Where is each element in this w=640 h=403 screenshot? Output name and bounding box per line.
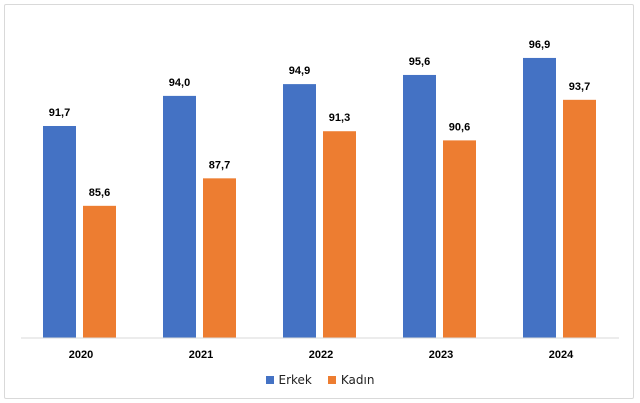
legend-label-kadin: Kadın	[340, 373, 375, 387]
data-labels-group: 91,7 85,6 94,0 87,7 94,9 91,3 95,6 90,6 96,9 93,7	[49, 39, 590, 199]
bar-kadn-2022	[323, 131, 356, 338]
bar-erkek-2024	[523, 57, 556, 339]
bar-kadn-2021	[203, 178, 236, 338]
x-tick-labels: 2020 2021 2022 2023 2024	[69, 349, 574, 361]
bar-erkek-2020	[43, 125, 76, 338]
x-tick-2023: 2023	[429, 349, 453, 361]
legend-swatch-kadin	[327, 376, 336, 384]
data-label-kadn-2022: 91,3	[329, 112, 350, 124]
x-tick-2021: 2021	[189, 349, 213, 361]
data-label-erkek-2023: 95,6	[409, 56, 430, 68]
bar-erkek-2023	[403, 74, 436, 338]
x-tick-2020: 2020	[69, 349, 93, 361]
x-tick-2024: 2024	[549, 349, 574, 361]
legend: Erkek Kadın	[0, 373, 640, 387]
bar-kadn-2023	[443, 140, 476, 338]
data-label-erkek-2020: 91,7	[49, 107, 70, 119]
data-label-kadn-2020: 85,6	[89, 187, 110, 199]
data-label-erkek-2022: 94,9	[289, 65, 310, 77]
data-label-kadn-2023: 90,6	[449, 121, 470, 133]
legend-swatch-erkek	[265, 376, 274, 384]
bar-erkek-2021	[163, 95, 196, 339]
bar-kadn-2020	[83, 205, 116, 338]
data-label-kadn-2024: 93,7	[569, 81, 590, 93]
legend-item-kadin: Kadın	[327, 373, 375, 387]
data-label-erkek-2021: 94,0	[169, 77, 190, 89]
data-label-kadn-2021: 87,7	[209, 159, 230, 171]
x-tick-2022: 2022	[309, 349, 333, 361]
bar-kadn-2024	[563, 99, 596, 339]
data-label-erkek-2024: 96,9	[529, 39, 550, 51]
legend-item-erkek: Erkek	[265, 373, 312, 387]
bar-erkek-2022	[283, 84, 316, 339]
legend-label-erkek: Erkek	[278, 373, 312, 387]
bars-group	[43, 57, 596, 339]
